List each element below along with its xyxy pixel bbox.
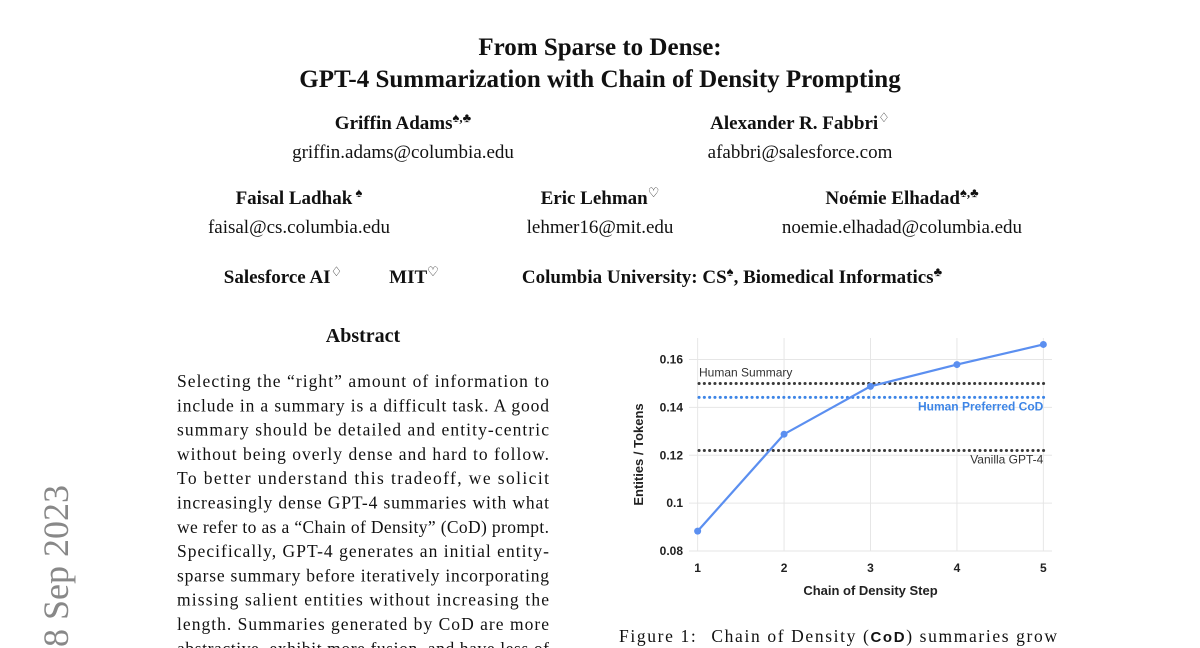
author-email: afabbri@salesforce.com <box>708 142 893 163</box>
x-tick-label: 3 <box>867 561 874 575</box>
y-tick-label: 0.08 <box>660 544 684 558</box>
affiliation: MIT♡ <box>389 264 439 288</box>
y-axis-label: Entities / Tokens <box>631 403 646 505</box>
data-point <box>780 430 788 438</box>
author-email-part: faisal@cs.columbia.edu <box>208 217 391 238</box>
author-name: Griffin Adams♠,♣ <box>335 110 472 134</box>
author-email-part: griffin.adams@columbia.edu <box>292 142 514 163</box>
author-name-part: ♠ <box>352 185 362 200</box>
y-tick-label: 0.12 <box>660 448 684 462</box>
abstract-line: include in a summary is a difficult task… <box>177 395 549 415</box>
author-email-part: lehmer16@mit.edu <box>527 217 674 238</box>
affiliation-part: ♡ <box>427 264 439 279</box>
affiliation-part: Columbia University: CS <box>522 267 727 288</box>
affiliation-part: Salesforce AI <box>224 267 331 288</box>
author-name-part: ♠,♣ <box>960 185 979 200</box>
author-name-part: ♡ <box>648 185 660 200</box>
author-email: lehmer16@mit.edu <box>527 217 674 238</box>
abstract-line: we refer to as a “Chain of Density” (CoD… <box>177 517 549 537</box>
author-name-part: ♠,♣ <box>453 110 472 125</box>
y-tick-label: 0.1 <box>666 496 683 510</box>
abstract-line: missing salient entities without increas… <box>177 590 549 610</box>
figure-caption-part: Chain of Density ( <box>711 626 869 646</box>
author-email: faisal@cs.columbia.edu <box>208 217 391 238</box>
author-name-part: Noémie Elhadad <box>825 188 960 209</box>
affiliation-part: ♠ <box>727 264 734 279</box>
x-tick-label: 4 <box>954 561 961 575</box>
figure-caption-part: CoD <box>870 629 904 646</box>
abstract-line: summary should be detailed and entity-ce… <box>177 420 549 440</box>
data-point <box>953 361 961 369</box>
author-name-part: ♢ <box>878 110 890 125</box>
author-name-part: Eric Lehman <box>541 188 649 209</box>
affiliation-part: , Biomedical Informatics <box>734 267 934 288</box>
y-tick-label: 0.14 <box>660 400 684 414</box>
abstract-line: increasingly dense GPT-4 summaries with … <box>177 493 549 513</box>
data-point <box>694 527 702 535</box>
x-axis-label: Chain of Density Step <box>803 583 937 598</box>
figure-caption-part: ) summaries grow <box>906 626 1057 646</box>
author-name-part: Griffin Adams <box>335 113 453 134</box>
author-name: Noémie Elhadad♠,♣ <box>825 185 979 209</box>
reference-label: Human Summary <box>699 365 792 379</box>
affiliation: Salesforce AI♢ <box>224 264 342 288</box>
affiliation-part: ♢ <box>331 264 343 279</box>
abstract-heading: Abstract <box>326 325 401 347</box>
abstract-line: Selecting the “right” amount of informat… <box>177 371 549 391</box>
abstract-line: abstractive, exhibit more fusion, and ha… <box>177 638 549 648</box>
figure-caption: Figure 1: Chain of Density (CoD) summarie… <box>619 626 1057 646</box>
affiliation-part: MIT <box>389 267 427 288</box>
affiliation: Columbia University: CS♠, Biomedical Inf… <box>522 264 943 288</box>
abstract-line: Specifically, GPT-4 generates an initial… <box>177 541 549 561</box>
author-email: griffin.adams@columbia.edu <box>292 142 514 163</box>
author-name-part: Alexander R. Fabbri <box>710 113 878 134</box>
title-part: GPT-4 Summarization with Chain of Densit… <box>299 66 901 93</box>
arxiv-stamp: ] 8 Sep 2023 <box>36 485 76 648</box>
title: From Sparse to Dense: <box>478 34 721 61</box>
title-part: From Sparse to Dense: <box>478 34 721 61</box>
author-name: Alexander R. Fabbri♢ <box>710 110 890 134</box>
x-tick-label: 2 <box>781 561 788 575</box>
author-email-part: afabbri@salesforce.com <box>708 142 893 163</box>
data-point <box>1039 340 1047 348</box>
author-email-part: noemie.elhadad@columbia.edu <box>782 217 1023 238</box>
x-tick-label: 5 <box>1040 561 1047 575</box>
author-name-part: Faisal Ladhak <box>236 188 353 209</box>
y-tick-label: 0.16 <box>660 353 684 367</box>
affiliation-part: ♣ <box>934 264 943 279</box>
x-tick-label: 1 <box>694 561 701 575</box>
reference-label: Vanilla GPT-4 <box>970 452 1043 466</box>
reference-label: Human Preferred CoD <box>918 399 1044 413</box>
author-name: Faisal Ladhak ♠ <box>236 185 363 209</box>
abstract-line: To better understand this tradeoff, we s… <box>177 468 549 488</box>
abstract-line: without being overly dense and hard to f… <box>177 444 549 464</box>
figure-caption-part: Figure 1: <box>619 626 696 646</box>
chart: 0.08 0.1 0.12 0.14 0.16 1 2 3 4 5 Chain of Density… <box>631 338 1052 598</box>
title: GPT-4 Summarization with Chain of Densit… <box>299 66 901 93</box>
abstract-heading-part: Abstract <box>326 325 401 347</box>
abstract-line: length. Summaries generated by CoD are m… <box>177 614 549 634</box>
author-name: Eric Lehman♡ <box>541 185 660 209</box>
author-email: noemie.elhadad@columbia.edu <box>782 217 1023 238</box>
data-point <box>867 382 874 390</box>
abstract-line: sparse summary before iteratively incorp… <box>177 565 549 585</box>
